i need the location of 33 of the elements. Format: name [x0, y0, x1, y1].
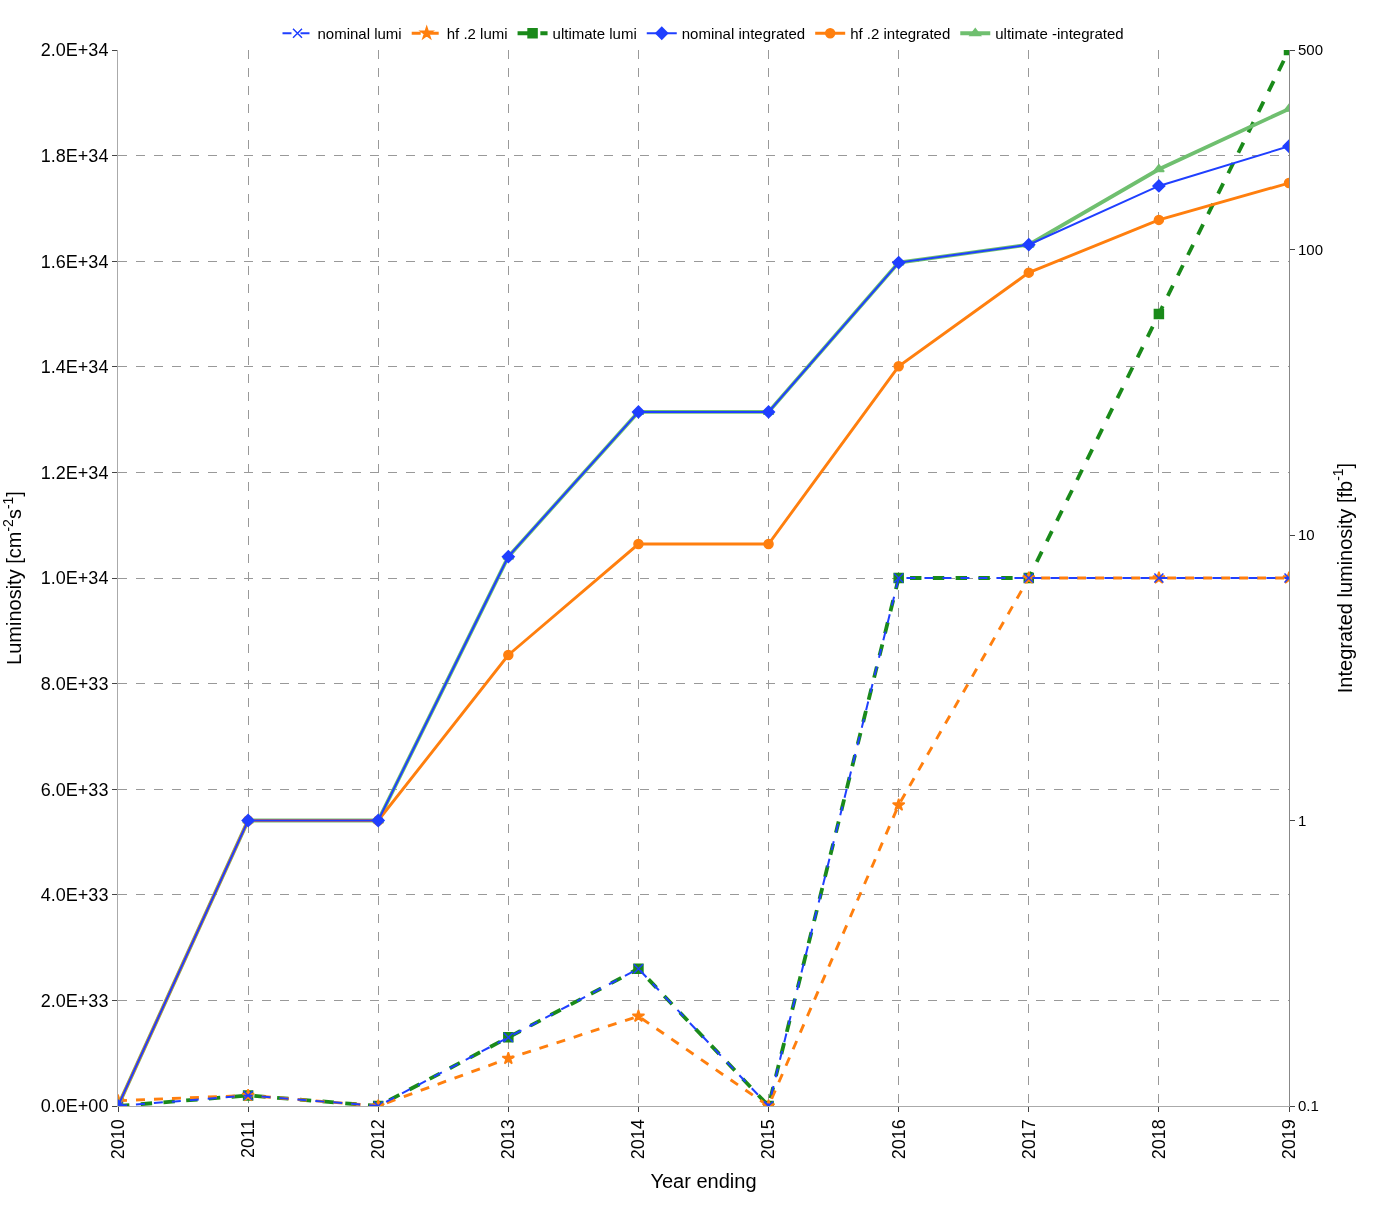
x-tick-label: 2018 [1148, 1119, 1169, 1160]
x-tick-label: 2016 [888, 1119, 909, 1160]
y2-tick-label: 1 [1298, 811, 1307, 829]
y-tick-label: 6.0E+33 [40, 779, 109, 800]
legend-label: ultimate lumi [552, 25, 637, 43]
y-tick-label: 1.6E+34 [40, 251, 109, 272]
x-tick-label: 2012 [368, 1119, 389, 1160]
legend-label: nominal integrated [681, 25, 806, 43]
x-tick-label: 2011 [237, 1119, 258, 1158]
y2-tick-label: 10 [1298, 526, 1315, 544]
legend-label: hf .2 integrated [850, 25, 951, 43]
y-tick-label: 2.0E+33 [40, 990, 109, 1011]
x-tick-label: 2017 [1018, 1119, 1039, 1160]
y-tick-label: 1.4E+34 [40, 357, 109, 378]
y-tick-label: 8.0E+33 [40, 673, 109, 694]
y2-tick-label: 0.1 [1298, 1097, 1319, 1115]
legend-label: nominal lumi [317, 25, 402, 43]
y2-tick-label: 100 [1298, 240, 1324, 258]
x-tick-label: 2014 [628, 1119, 649, 1160]
x-tick-label: 2013 [498, 1119, 519, 1160]
y-tick-label: 0.0E+00 [40, 1096, 109, 1117]
y-tick-label: 4.0E+33 [40, 885, 109, 906]
x-tick-label: 2019 [1278, 1119, 1299, 1160]
x-tick-label: 2015 [758, 1119, 779, 1160]
legend-label: hf .2 lumi [446, 25, 508, 43]
y-tick-label: 1.2E+34 [40, 462, 109, 483]
y-tick-label: 1.8E+34 [40, 145, 109, 166]
legend-label: ultimate -integrated [995, 25, 1124, 43]
y2-tick-label: 500 [1298, 41, 1324, 59]
x-tick-label: 2010 [107, 1119, 128, 1160]
x-axis-title: Year ending [650, 1169, 757, 1192]
y-tick-label: 2.0E+34 [40, 40, 109, 61]
y-tick-label: 1.0E+34 [40, 568, 109, 589]
